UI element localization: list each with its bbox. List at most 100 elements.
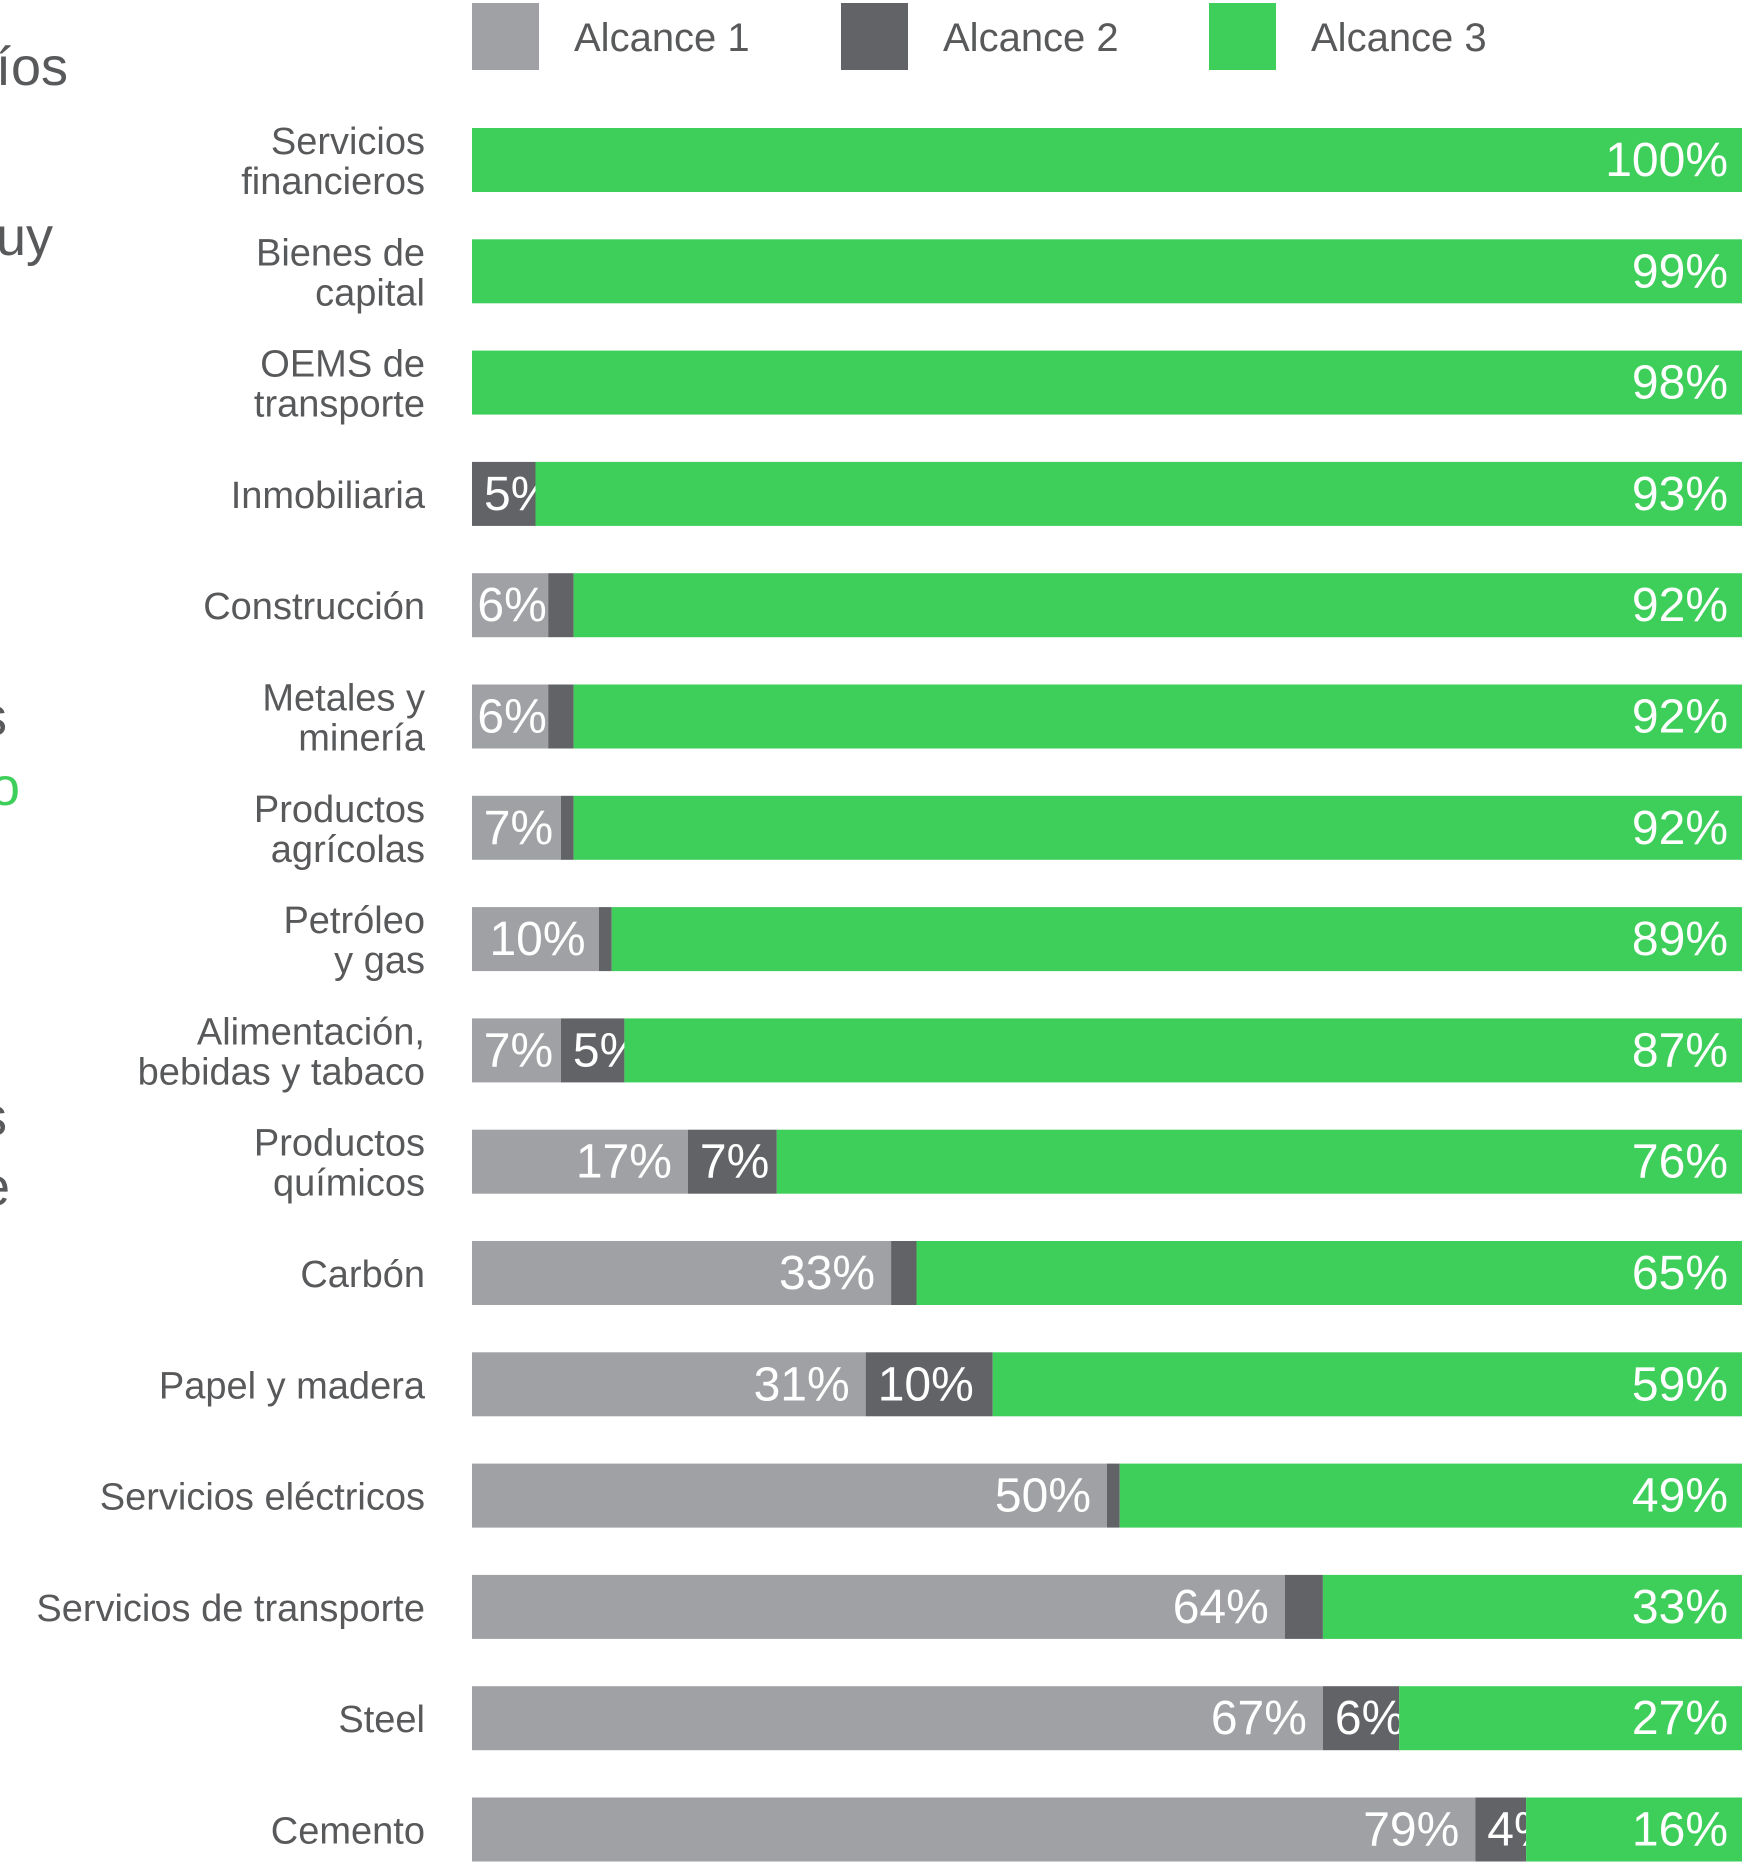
legend: Alcance 1 Alcance 2 Alcance 3 bbox=[472, 3, 1487, 70]
edge-fragment-4: o bbox=[0, 757, 21, 817]
value-label-productos-quimicos-alcance-3: 76% bbox=[1632, 1136, 1728, 1189]
category-label-servicios-de-transporte: Servicios de transporte bbox=[36, 1588, 425, 1630]
value-label-productos-agricolas-alcance-3: 92% bbox=[1632, 802, 1728, 855]
bar-productos-agricolas-alcance-2 bbox=[560, 795, 574, 860]
bar-construccion-alcance-3 bbox=[573, 573, 1742, 638]
value-label-steel-alcance-3: 27% bbox=[1632, 1692, 1728, 1745]
bars: Servicios financieros 100% Bienes de capital… bbox=[36, 121, 1742, 1862]
edge-fragment-5: s bbox=[0, 1090, 7, 1144]
legend-swatch-alcance-1 bbox=[472, 3, 539, 70]
value-label-papel-y-madera-alcance-3: 59% bbox=[1632, 1358, 1728, 1411]
legend-label-alcance-1: Alcance 1 bbox=[574, 16, 750, 60]
value-label-steel-alcance-1: 67% bbox=[1211, 1692, 1307, 1745]
category-label-metales-y-mineria: Metales y minería bbox=[262, 678, 425, 760]
legend-swatch-alcance-3 bbox=[1209, 3, 1276, 70]
edge-fragment-2: uy bbox=[0, 207, 54, 267]
legend-label-alcance-3: Alcance 3 bbox=[1311, 16, 1487, 60]
bar-cemento-alcance-1 bbox=[472, 1797, 1476, 1862]
value-label-inmobiliaria-alcance-3: 93% bbox=[1632, 468, 1728, 521]
bar-petroleo-y-gas-alcance-1 bbox=[472, 907, 599, 972]
bar-papel-y-madera-alcance-1 bbox=[472, 1352, 866, 1417]
legend-swatch-alcance-2 bbox=[841, 3, 908, 70]
bar-petroleo-y-gas-alcance-3 bbox=[611, 907, 1742, 972]
value-label-alimentacion-bebidas-y-tabaco-alcance-3: 87% bbox=[1632, 1024, 1728, 1077]
bar-metales-y-mineria-alcance-2 bbox=[548, 684, 574, 749]
bar-metales-y-mineria-alcance-3 bbox=[573, 684, 1742, 749]
category-label-servicios-financieros: Servicios financieros bbox=[241, 121, 425, 203]
bar-carbon-alcance-2 bbox=[891, 1241, 917, 1305]
category-label-inmobiliaria: Inmobiliaria bbox=[231, 475, 426, 517]
bar-alimentacion-bebidas-y-tabaco-alcance-3 bbox=[624, 1018, 1742, 1083]
bar-metales-y-mineria-alcance-1 bbox=[472, 684, 549, 749]
bar-carbon-alcance-3 bbox=[916, 1241, 1742, 1305]
bar-servicios-electricos-alcance-3 bbox=[1119, 1463, 1742, 1528]
category-label-productos-agricolas: Productos agrícolas bbox=[254, 789, 425, 871]
bar-productos-agricolas-alcance-3 bbox=[573, 795, 1742, 860]
value-label-productos-quimicos-alcance-1: 17% bbox=[576, 1136, 672, 1189]
bar-cemento-alcance-2 bbox=[1475, 1797, 1527, 1862]
value-label-alimentacion-bebidas-y-tabaco-alcance-1: 7% bbox=[484, 1024, 553, 1077]
value-label-servicios-electricos-alcance-1: 50% bbox=[995, 1470, 1091, 1523]
value-label-productos-agricolas-alcance-1: 7% bbox=[484, 802, 553, 855]
category-label-petroleo-y-gas: Petróleo y gas bbox=[283, 900, 425, 982]
bar-petroleo-y-gas-alcance-2 bbox=[599, 907, 612, 972]
category-label-papel-y-madera: Papel y madera bbox=[159, 1365, 426, 1407]
value-label-cemento-alcance-3: 16% bbox=[1632, 1804, 1728, 1857]
bar-alimentacion-bebidas-y-tabaco-alcance-1 bbox=[472, 1018, 561, 1083]
bar-construccion-alcance-1 bbox=[472, 573, 549, 638]
bar-servicios-de-transporte-alcance-3 bbox=[1322, 1574, 1742, 1639]
bar-alimentacion-bebidas-y-tabaco-alcance-2 bbox=[560, 1018, 625, 1083]
bar-servicios-de-transporte-alcance-1 bbox=[472, 1574, 1285, 1639]
bar-servicios-electricos-alcance-2 bbox=[1107, 1463, 1120, 1528]
bar-inmobiliaria-alcance-3 bbox=[535, 461, 1742, 526]
legend-label-alcance-2: Alcance 2 bbox=[943, 16, 1119, 60]
value-label-construccion-alcance-1: 6% bbox=[477, 579, 546, 632]
bar-servicios-financieros-alcance-3 bbox=[472, 128, 1742, 192]
value-label-servicios-financieros-alcance-3: 100% bbox=[1605, 134, 1728, 187]
value-label-carbon-alcance-3: 65% bbox=[1632, 1247, 1728, 1300]
bar-carbon-alcance-1 bbox=[472, 1241, 892, 1305]
value-label-metales-y-mineria-alcance-3: 92% bbox=[1632, 691, 1728, 744]
category-label-productos-quimicos: Productos químicos bbox=[254, 1123, 425, 1205]
value-label-servicios-de-transporte-alcance-1: 64% bbox=[1173, 1581, 1269, 1634]
value-label-cemento-alcance-1: 79% bbox=[1363, 1804, 1459, 1857]
value-label-petroleo-y-gas-alcance-3: 89% bbox=[1632, 913, 1728, 966]
bar-steel-alcance-1 bbox=[472, 1686, 1323, 1751]
bar-servicios-electricos-alcance-1 bbox=[472, 1463, 1107, 1528]
bar-productos-quimicos-alcance-1 bbox=[472, 1129, 688, 1194]
edge-fragment-1: íos bbox=[0, 37, 69, 97]
bar-inmobiliaria-alcance-2 bbox=[472, 461, 536, 526]
category-label-cemento: Cemento bbox=[271, 1811, 425, 1853]
value-label-oems-de-transporte-alcance-3: 98% bbox=[1632, 357, 1728, 410]
bar-cemento-alcance-3 bbox=[1526, 1797, 1742, 1862]
edge-fragment-6: e bbox=[0, 1160, 10, 1214]
value-label-productos-quimicos-alcance-2: 7% bbox=[700, 1136, 769, 1189]
value-label-petroleo-y-gas-alcance-1: 10% bbox=[489, 913, 585, 966]
category-label-alimentacion-bebidas-y-tabaco: Alimentación, bebidas y tabaco bbox=[138, 1011, 425, 1093]
bar-oems-de-transporte-alcance-3 bbox=[472, 350, 1742, 415]
value-label-carbon-alcance-1: 33% bbox=[779, 1247, 875, 1300]
value-label-metales-y-mineria-alcance-1: 6% bbox=[477, 691, 546, 744]
value-label-servicios-de-transporte-alcance-3: 33% bbox=[1632, 1581, 1728, 1634]
value-label-papel-y-madera-alcance-2: 10% bbox=[878, 1358, 974, 1411]
category-label-bienes-de-capital: Bienes de capital bbox=[256, 232, 425, 314]
bar-bienes-de-capital-alcance-3 bbox=[472, 239, 1742, 304]
value-label-construccion-alcance-3: 92% bbox=[1632, 579, 1728, 632]
value-label-steel-alcance-2: 6% bbox=[1335, 1692, 1404, 1745]
bar-productos-agricolas-alcance-1 bbox=[472, 795, 561, 860]
bar-papel-y-madera-alcance-2 bbox=[865, 1352, 993, 1417]
category-label-carbon: Carbón bbox=[300, 1254, 425, 1296]
value-label-servicios-electricos-alcance-3: 49% bbox=[1632, 1470, 1728, 1523]
category-label-steel: Steel bbox=[338, 1699, 425, 1741]
bar-servicios-de-transporte-alcance-2 bbox=[1284, 1574, 1323, 1639]
bar-steel-alcance-2 bbox=[1322, 1686, 1400, 1751]
bar-productos-quimicos-alcance-3 bbox=[776, 1129, 1742, 1194]
category-label-servicios-electricos: Servicios eléctricos bbox=[100, 1477, 425, 1519]
bar-papel-y-madera-alcance-3 bbox=[992, 1352, 1742, 1417]
category-label-construccion: Construcción bbox=[203, 586, 425, 628]
bar-productos-quimicos-alcance-2 bbox=[687, 1129, 777, 1194]
edge-fragment-3: s bbox=[0, 690, 7, 744]
bar-steel-alcance-3 bbox=[1399, 1686, 1742, 1751]
category-label-oems-de-transporte: OEMS de transporte bbox=[254, 344, 425, 426]
